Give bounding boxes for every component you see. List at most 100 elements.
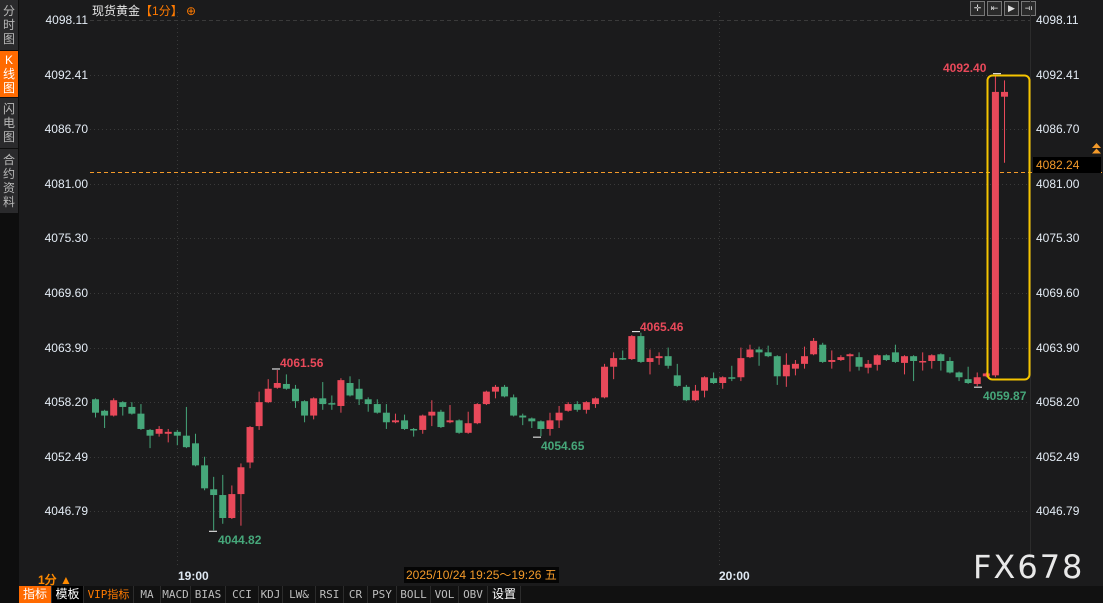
candle-body xyxy=(291,388,299,402)
indicator-boll[interactable]: BOLL xyxy=(397,586,431,603)
indicator-toolbar: 指标 模板 VIP指标 MA MACD BIAS CCI KDJ LW& RSI… xyxy=(19,586,1103,603)
candle-body xyxy=(546,420,554,429)
indicator-rsi[interactable]: RSI xyxy=(316,586,344,603)
tab-templates[interactable]: 模板 xyxy=(52,586,84,603)
chart-title: 现货黄金【1分】 ⊕ xyxy=(92,2,196,19)
candle-body xyxy=(446,420,454,423)
candle-body xyxy=(201,465,209,489)
candle-body xyxy=(882,355,890,361)
candle-body xyxy=(982,373,990,377)
price-tick-right: 4075.30 xyxy=(1036,231,1080,246)
candle-body xyxy=(401,420,409,429)
period-label: 【1分】 xyxy=(140,4,183,18)
sidebar-tab-timeshare[interactable]: 分时图 xyxy=(0,0,18,50)
candle-body xyxy=(155,428,163,434)
candle-body xyxy=(146,429,154,436)
candle-body xyxy=(346,383,354,396)
tab-vip-indicators[interactable]: VIP指标 xyxy=(84,586,134,603)
time-tick-2000: 20:00 xyxy=(719,569,750,583)
candle-body xyxy=(119,402,127,407)
low-price-label: 4044.82 xyxy=(218,533,262,547)
high-price-label: 4065.46 xyxy=(640,320,684,334)
candle-body xyxy=(419,415,427,430)
play-range-icon[interactable]: ▶ xyxy=(1004,1,1019,16)
sidebar-tab-contract-info[interactable]: 合约资料 xyxy=(0,149,18,213)
period-selector[interactable]: 1分 ▲ xyxy=(38,573,72,587)
candle-body xyxy=(782,364,790,377)
candle-body xyxy=(173,431,181,436)
candle-body xyxy=(691,390,699,401)
candle-body xyxy=(746,349,754,358)
candle-body xyxy=(455,420,463,433)
high-price-label: 4092.40 xyxy=(943,61,987,75)
indicator-cci[interactable]: CCI xyxy=(226,586,259,603)
high-price-label: 4061.56 xyxy=(280,356,324,370)
candle-body xyxy=(991,91,999,376)
price-tick-right: 4052.49 xyxy=(1036,449,1080,464)
candle-body xyxy=(255,402,263,427)
candle-body xyxy=(928,355,936,361)
price-tick-right: 4046.79 xyxy=(1036,504,1080,519)
candle-body xyxy=(710,378,718,384)
price-tick-right: 4086.70 xyxy=(1036,122,1080,137)
crosshair-icon[interactable]: ✛ xyxy=(970,1,985,16)
settings-button[interactable]: 设置 xyxy=(488,586,521,603)
price-tick-left: 4075.30 xyxy=(44,231,88,246)
candle-body xyxy=(101,410,109,416)
candle-body xyxy=(282,383,290,389)
candle-body xyxy=(719,377,727,384)
candle-body xyxy=(501,386,509,397)
candle-body xyxy=(1001,91,1008,97)
indicator-vol[interactable]: VOL xyxy=(431,586,459,603)
candle-body xyxy=(646,358,654,362)
candle-body xyxy=(737,358,745,378)
candle-body xyxy=(973,377,981,384)
candle-body xyxy=(655,356,663,359)
price-tick-right: 4058.20 xyxy=(1036,395,1080,410)
indicator-psy[interactable]: PSY xyxy=(368,586,397,603)
indicator-cr[interactable]: CR xyxy=(344,586,368,603)
candle-body xyxy=(901,356,909,363)
last-price-label: 4082.24 xyxy=(1033,157,1101,173)
candle-body xyxy=(873,355,881,365)
zoom-range-icon[interactable]: ⇤ xyxy=(987,1,1002,16)
price-tick-left: 4092.41 xyxy=(44,67,88,82)
candle-body xyxy=(510,397,518,416)
indicator-bias[interactable]: BIAS xyxy=(191,586,226,603)
sidebar-tab-flash[interactable]: 闪电图 xyxy=(0,98,18,148)
candle-body xyxy=(937,354,945,361)
candle-body xyxy=(701,377,709,391)
candle-body xyxy=(628,336,636,360)
price-tick-right: 4069.60 xyxy=(1036,285,1080,300)
candle-body xyxy=(219,495,227,519)
candle-body xyxy=(855,357,863,367)
candle-body xyxy=(137,413,145,429)
indicator-ma[interactable]: MA xyxy=(134,586,161,603)
indicator-lwr[interactable]: LW& xyxy=(283,586,316,603)
candle-body xyxy=(491,386,499,392)
circle-plus-icon[interactable]: ⊕ xyxy=(186,4,197,18)
candle-body xyxy=(537,421,545,429)
candle-body xyxy=(591,398,599,405)
sidebar: 分时图 K线图 闪电图 合约资料 xyxy=(0,0,19,603)
indicator-obv[interactable]: OBV xyxy=(459,586,488,603)
candle-body xyxy=(355,388,363,400)
indicator-macd[interactable]: MACD xyxy=(161,586,191,603)
sidebar-tab-kline[interactable]: K线图 xyxy=(0,51,18,97)
candle-body xyxy=(837,357,845,361)
candle-body xyxy=(801,356,809,364)
candle-body xyxy=(237,467,245,495)
low-price-label: 4059.87 xyxy=(983,389,1027,403)
indicator-kdj[interactable]: KDJ xyxy=(259,586,283,603)
price-tick-left: 4086.70 xyxy=(44,122,88,137)
candle-body xyxy=(910,356,918,361)
chart-tools: ✛ ⇤ ▶ ⇥ xyxy=(970,1,1036,16)
candle-body xyxy=(664,356,672,366)
move-right-icon[interactable]: ⇥ xyxy=(1021,1,1036,16)
candle-body xyxy=(819,344,827,362)
candle-body xyxy=(619,358,627,360)
candle-body xyxy=(364,399,372,405)
candle-body xyxy=(519,415,527,418)
tab-indicators[interactable]: 指标 xyxy=(19,586,52,603)
